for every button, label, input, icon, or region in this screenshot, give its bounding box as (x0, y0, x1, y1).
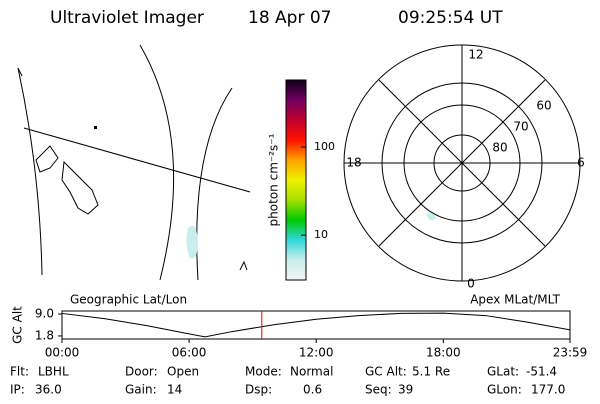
lat-label: 80 (492, 141, 507, 155)
x-tick-label: 23:59 (553, 346, 588, 360)
mlt-label: 18 (346, 156, 361, 170)
lat-label: 60 (536, 99, 551, 113)
x-tick-label: 18:00 (426, 346, 461, 360)
colorbar (285, 79, 307, 281)
field-label: IP: (10, 383, 25, 397)
field-value: 36.0 (35, 383, 62, 397)
field-value: 14 (167, 383, 182, 397)
field-label: Dsp: (245, 383, 272, 397)
field-value: Normal (290, 365, 333, 379)
field-label: GLon: (487, 383, 522, 397)
time: 09:25:54 UT (398, 8, 503, 28)
y-tick-label: 1.8 (35, 328, 54, 342)
colorbar-tick-label: 10 (314, 228, 328, 241)
polar-grid (343, 44, 581, 282)
mlt-label: 6 (577, 156, 585, 170)
field-label: Door: (125, 365, 158, 379)
field-label: GLat: (487, 365, 519, 379)
field-label: Seq: (365, 383, 392, 397)
mlt-label: 0 (467, 277, 475, 291)
date: 18 Apr 07 (248, 8, 331, 28)
altitude-line (61, 312, 571, 338)
field-value: -51.4 (526, 365, 557, 379)
mlt-label: 12 (468, 48, 483, 62)
field-value: 0.6 (303, 383, 322, 397)
x-tick-label: 00:00 (45, 346, 80, 360)
y-axis-label: GC Alt (11, 306, 25, 344)
field-value: 5.1 Re (412, 365, 450, 379)
field-label: Gain: (125, 383, 157, 397)
field-value: Open (167, 365, 199, 379)
field-label: Mode: (245, 365, 282, 379)
colorbar-label: photon cm⁻²s⁻¹ (267, 133, 281, 226)
left-title: Geographic Lat/Lon (70, 293, 187, 307)
field-value: 39 (398, 383, 413, 397)
x-tick-label: 06:00 (172, 346, 207, 360)
title: Ultraviolet Imager (50, 8, 204, 28)
plot-frame (61, 310, 571, 340)
geo-map (17, 44, 251, 281)
field-label: Flt: (10, 365, 29, 379)
colorbar-tick-label: 100 (314, 140, 335, 153)
field-value: 177.0 (531, 383, 565, 397)
field-label: GC Alt: (365, 365, 407, 379)
right-title: Apex MLat/MLT (470, 293, 560, 307)
y-tick-label: 9.0 (35, 307, 54, 321)
lat-label: 70 (513, 120, 528, 134)
x-tick-label: 12:00 (299, 346, 334, 360)
field-value: LBHL (38, 365, 69, 379)
